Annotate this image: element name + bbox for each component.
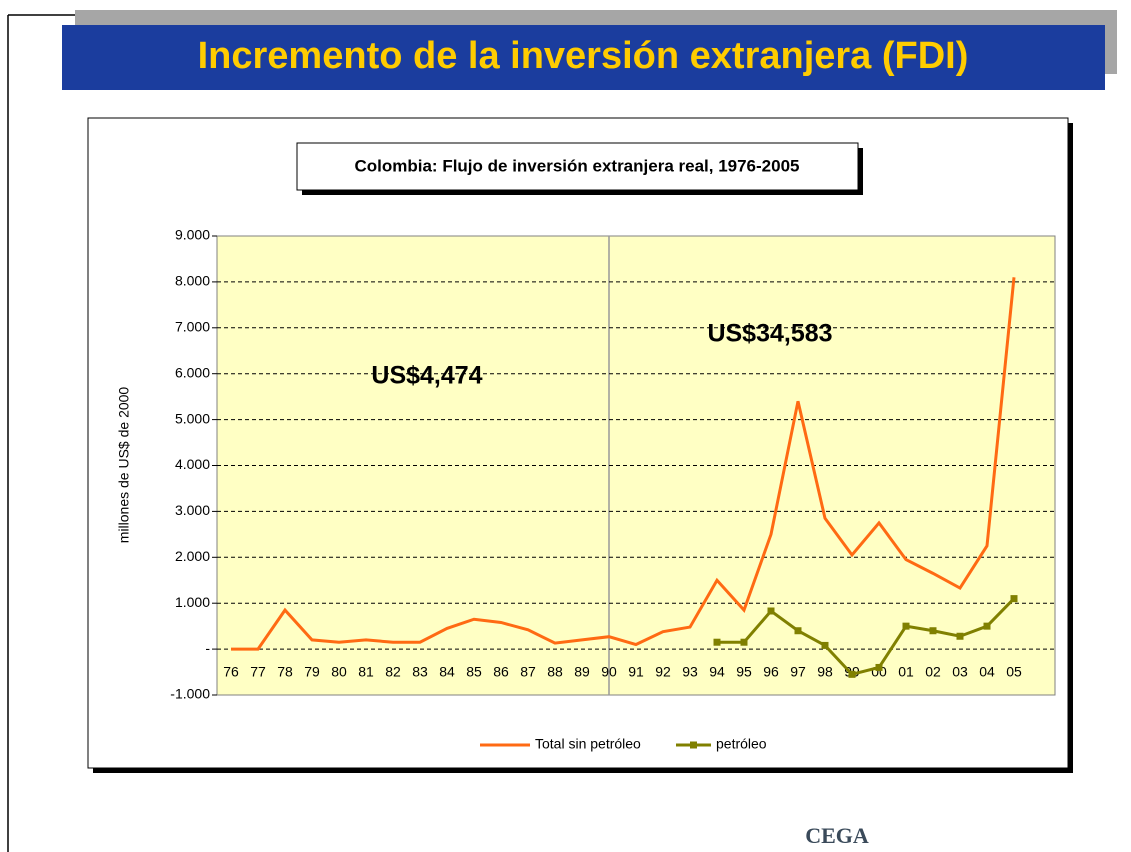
point-marker — [821, 641, 829, 649]
legend-label: Total sin petróleo — [535, 736, 641, 752]
y-tick-label: - — [205, 640, 210, 656]
x-tick-label: 92 — [655, 664, 671, 680]
x-tick-label: 05 — [1006, 664, 1022, 680]
slide-title: Incremento de la inversión extranjera (F… — [198, 35, 969, 77]
x-tick-label: 91 — [628, 664, 644, 680]
title-banner — [62, 25, 1105, 90]
x-tick-label: 90 — [601, 664, 617, 680]
point-marker — [794, 627, 802, 635]
x-tick-label: 82 — [385, 664, 401, 680]
point-marker — [848, 670, 856, 678]
x-tick-label: 77 — [250, 664, 266, 680]
x-tick-label: 83 — [412, 664, 428, 680]
point-marker — [740, 638, 748, 646]
legend-marker — [690, 741, 697, 749]
y-tick-label: -1.000 — [170, 686, 210, 702]
series-line — [231, 277, 1016, 651]
y-tick-label: 1.000 — [175, 594, 210, 610]
x-tick-label: 87 — [520, 664, 536, 680]
y-tick-label: 8.000 — [175, 273, 210, 289]
chart-title-box — [296, 142, 859, 191]
y-tick-label: 3.000 — [175, 502, 210, 518]
annotation: US$34,583 — [707, 320, 832, 348]
x-tick-label: 98 — [817, 664, 833, 680]
x-tick-label: 04 — [979, 664, 995, 680]
point-marker — [767, 607, 775, 615]
x-tick-label: 81 — [358, 664, 374, 680]
x-tick-label: 93 — [682, 664, 698, 680]
x-tick-label: 84 — [439, 664, 455, 680]
point-marker — [1010, 595, 1018, 603]
point-marker — [902, 622, 910, 630]
chart-title: Colombia: Flujo de inversión extranjera … — [354, 156, 799, 175]
x-tick-label: 85 — [466, 664, 482, 680]
annotation: US$4,474 — [371, 362, 482, 390]
point-marker — [956, 632, 964, 640]
x-tick-label: 78 — [277, 664, 293, 680]
x-tick-label: 86 — [493, 664, 509, 680]
legend-label: petróleo — [716, 736, 767, 752]
y-tick-label: 9.000 — [175, 227, 210, 243]
x-tick-label: 94 — [709, 664, 725, 680]
y-tick-label: 5.000 — [175, 410, 210, 426]
x-tick-label: 03 — [952, 664, 968, 680]
y-tick-label: 4.000 — [175, 456, 210, 472]
x-tick-label: 79 — [304, 664, 320, 680]
x-tick-label: 80 — [331, 664, 347, 680]
y-tick-label: 6.000 — [175, 364, 210, 380]
x-tick-label: 97 — [790, 664, 806, 680]
point-marker — [929, 627, 937, 635]
point-marker — [713, 638, 721, 646]
x-tick-label: 96 — [763, 664, 779, 680]
x-tick-label: 88 — [547, 664, 563, 680]
footer-logo: CEGA — [805, 823, 869, 848]
x-tick-label: 95 — [736, 664, 752, 680]
x-tick-label: 01 — [898, 664, 914, 680]
point-marker — [875, 663, 883, 671]
y-tick-label: 2.000 — [175, 548, 210, 564]
plot-area — [216, 235, 1056, 696]
x-tick-label: 02 — [925, 664, 941, 680]
y-tick-label: 7.000 — [175, 319, 210, 335]
point-marker — [983, 622, 991, 630]
x-tick-label: 89 — [574, 664, 590, 680]
series-line — [717, 597, 1016, 677]
x-tick-label: 76 — [223, 664, 239, 680]
y-axis-label: millones de US$ de 2000 — [116, 387, 132, 544]
